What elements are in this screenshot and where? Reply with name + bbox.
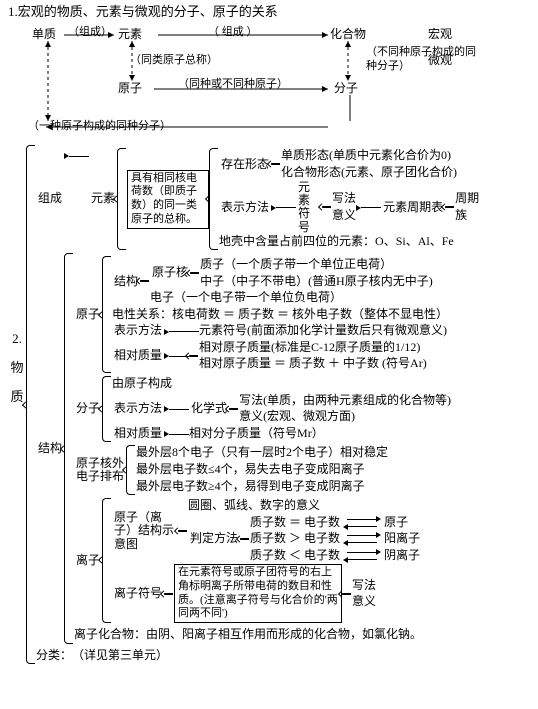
line-lzh: 离子化合物：由阴、阳离子相互作用而形成的化合物，如氯化钠。: [74, 626, 451, 644]
lbl-yuansu: 元素: [118, 27, 142, 43]
left-w1: 物: [10, 360, 23, 377]
lbl-cunzai: 存在形态: [219, 157, 271, 173]
line-hx2: 意义(宏观、微观方面): [239, 409, 451, 426]
line-xd2: 相对原子质量 ＝ 质子数 ＋ 中子数 (符号Ar): [199, 356, 427, 373]
group-atom: 原子 结构 原子核: [74, 256, 451, 372]
lbl-hxs: 化学式: [189, 401, 229, 417]
line-mol-a1: 由原子构成: [112, 376, 451, 393]
lbl-yuanzihe: 原子核: [150, 265, 190, 281]
line-p3: 最外层电子数≥4个，易得到电子变成阴离子: [136, 478, 388, 495]
lbl-butong: （不同种原子构成的同种分子）: [366, 45, 476, 74]
line-mol-xdv: 相对分子质量（符号Mr）: [189, 425, 324, 442]
left-num: 2.: [12, 331, 22, 348]
line-hx1: 写法(单质，由两种元素组成的化合物等): [239, 392, 451, 409]
line-sk1: 圆圈、弧线、数字的意义: [188, 498, 420, 515]
line-pd1b: 原子: [384, 514, 408, 531]
lbl-hongguan: 宏观: [428, 27, 452, 43]
box-yuansu-def: 具有相同核电荷数（即质子数）的同一类原子的总称。: [127, 170, 209, 229]
line-pd2a: 质子数 ＞ 电子数: [250, 531, 340, 548]
group-pb: 原子核外电子排布 最外层8个电子（只有一层时2个电子）相对稳定 最外层电子数≤4…: [74, 445, 451, 495]
line-zhouqi: 周期: [455, 191, 479, 208]
lbl-comp-bs: 表示方法: [219, 200, 271, 216]
line-dianxing: 电性关系：核电荷数 ＝ 质子数 ＝ 核外电子数（整体不显电性）: [112, 306, 448, 323]
lbl-danzhi: 单质: [32, 27, 56, 43]
group-struct-outer: 结构 原子 结构: [36, 253, 479, 643]
title-1: 1.宏观的物质、元素与微观的分子、原子的关系: [8, 4, 530, 21]
lbl-zucheng1: （组成）: [68, 25, 112, 39]
lbl-tonglei: （同类原子总称）: [130, 53, 218, 67]
line-p1: 最外层8个电子（只有一层时2个电子）相对稳定: [136, 445, 388, 462]
group-compose: 组成 元素 具有相同核电荷数（即质子数）的同一类原子的总称。 存在形态: [36, 148, 479, 251]
lbl-ionfh: 离子符号: [112, 586, 164, 602]
lbl-zucheng2: （ 组成 ）: [208, 25, 258, 39]
line-zu: 族: [455, 207, 479, 224]
top-diagram: 单质 （组成） 元素 （ 组成 ） 化合物 宏观 （同类原子总称） （不同种原子…: [8, 25, 530, 141]
lbl-mol-bs: 表示方法: [112, 401, 164, 417]
group-mol: 分子 由原子构成 表示方法 化学式 写法(单质，: [74, 376, 451, 442]
left-w2: 质: [10, 389, 23, 406]
line-dianzi: 电子（一个电子带一个单位负电荷）: [150, 290, 433, 307]
line-pd2b: 阳离子: [384, 531, 420, 548]
line-pd1a: 质子数 ＝ 电子数: [250, 514, 340, 531]
lbl-yuanzi: 原子: [118, 81, 142, 97]
line-diqiao: 地壳中含量占前四位的元素：O、Si、Al、Fe: [219, 234, 479, 251]
line-zhongzi: 中子（中子不带电）(普通H原子核内无中子): [200, 273, 433, 290]
line-p2: 最外层电子数≤4个，易失去电子变成阳离子: [136, 462, 388, 479]
lbl-pb: 原子核外电子排布: [74, 445, 126, 495]
group-ion: 离子 原子（离子）结构示意图 圆圈、弧线、数字的意义 判定方法: [74, 498, 451, 623]
line-fh1: 写法: [352, 577, 376, 594]
line-cz1: 单质形态(单质中元素化合价为0): [281, 148, 457, 165]
line-classify: 分类： （详见第三单元）: [36, 647, 479, 665]
lbl-sketch: 原子（离子）结构示意图: [112, 511, 178, 551]
lbl-zqb: 元素周期表: [381, 200, 445, 216]
lbl-weiguan: 微观: [428, 53, 452, 69]
line-pd3a: 质子数 ＜ 电子数: [250, 548, 340, 565]
line-xiefa: 写法: [332, 191, 356, 208]
lbl-yizhong: （一种原子构成的同种分子）: [28, 119, 171, 133]
line-yiyi: 意义: [332, 207, 356, 224]
lbl-tongzhong: （同种或不同种原子）: [178, 77, 288, 91]
lbl-huahewu: 化合物: [330, 27, 366, 43]
lbl-mol-xdzl: 相对质量: [112, 426, 164, 442]
line-pd3b: 阴离子: [384, 548, 420, 565]
line-fh2: 意义: [352, 594, 376, 611]
line-xd1: 相对原子质量(标准是C-12原子质量的1/12): [199, 339, 427, 356]
lbl-compose: 组成: [36, 148, 64, 251]
box-ionfh: 在元素符号或原子团符号的右上角标明离子所带电荷的数目和性质。(注意离子符号与化合…: [174, 564, 342, 623]
lbl-pd: 判定方法: [188, 531, 240, 547]
lbl-fenzi: 分子: [334, 81, 358, 97]
line-cz2: 化合物形态(元素、原子团化合价): [281, 164, 457, 181]
line-atom-bsv: 元素符号(前面添加化学计量数后只有微观意义): [199, 323, 447, 340]
lbl-atom-xdzl: 相对质量: [112, 348, 164, 364]
line-zhizi: 质子（一个质子带一个单位正电荷）: [200, 256, 433, 273]
lbl-atom-bs: 表示方法: [112, 323, 164, 339]
